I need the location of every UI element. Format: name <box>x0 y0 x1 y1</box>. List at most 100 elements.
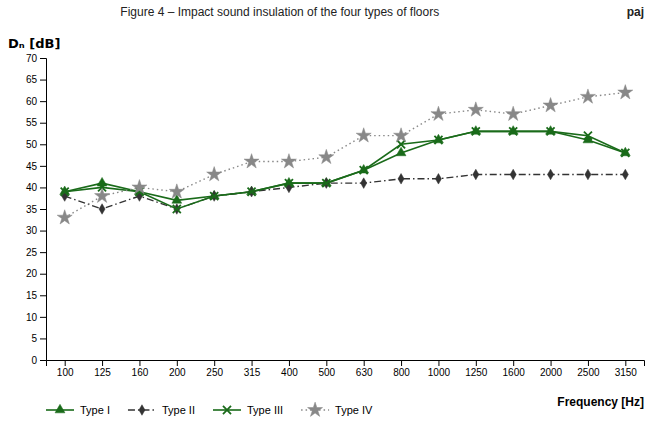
point-marker <box>248 188 256 196</box>
x-tick-mark <box>326 360 327 366</box>
point-marker <box>285 179 293 187</box>
x-tick: 500 <box>318 360 335 378</box>
point-marker <box>132 180 147 194</box>
y-tick: 35 <box>26 204 46 215</box>
y-tick: 65 <box>26 74 46 85</box>
y-tick: 55 <box>26 117 46 128</box>
x-tick-label: 315 <box>244 367 261 378</box>
title: Figure 4 – Impact sound insulation of th… <box>120 5 439 19</box>
x-tick-label: 250 <box>206 367 223 378</box>
x-tick: 1000 <box>428 360 451 378</box>
y-tick-mark <box>40 231 46 232</box>
y-tick-label: 55 <box>26 117 38 128</box>
point-marker <box>360 166 368 174</box>
x-tick-mark <box>551 360 552 366</box>
x-tick-mark <box>438 360 439 366</box>
x-tick-mark <box>177 360 178 366</box>
y-tick-mark <box>40 166 46 167</box>
y-tick: 50 <box>26 139 46 150</box>
y-axis-label: Dₙ [dB] <box>8 36 60 51</box>
y-tick-mark <box>40 317 46 318</box>
point-marker <box>472 127 480 135</box>
series-line <box>65 131 626 209</box>
x-tick-mark <box>289 360 290 366</box>
y-tick: 60 <box>26 96 46 107</box>
y-tick-mark <box>40 101 46 102</box>
series <box>61 127 630 213</box>
x-tick-mark <box>364 360 365 366</box>
x-tick: 250 <box>206 360 223 378</box>
y-tick: 25 <box>26 247 46 258</box>
y-tick-label: 10 <box>26 312 38 323</box>
x-tick-mark <box>401 360 402 366</box>
x-tick-label: 1250 <box>465 367 488 378</box>
x-tick: 2000 <box>540 360 563 378</box>
point-marker <box>210 192 218 200</box>
x-tick: 1600 <box>503 360 526 378</box>
background <box>0 0 666 438</box>
series <box>57 85 633 224</box>
plot-area: 0510152025303540455055606570100125160200… <box>26 53 645 378</box>
y-tick-label: 15 <box>26 290 38 301</box>
point-marker <box>473 169 479 180</box>
y-tick-label: 0 <box>31 355 37 366</box>
series-line <box>65 131 626 200</box>
y-tick: 40 <box>26 182 46 193</box>
x-axis-line <box>47 361 645 367</box>
y-tick: 5 <box>31 333 46 344</box>
legend-label: Type II <box>162 404 195 416</box>
legend-label: Type I <box>80 404 110 416</box>
y-tick-mark <box>40 274 46 275</box>
legend: Type IType IIType IIIType IV <box>46 402 373 416</box>
x-tick-label: 500 <box>318 367 335 378</box>
y-tick-label: 50 <box>26 139 38 150</box>
point-marker <box>173 205 181 213</box>
point-marker <box>468 102 483 116</box>
y-tick-mark <box>40 360 46 361</box>
y-tick-mark <box>40 123 46 124</box>
x-tick-mark <box>65 360 66 366</box>
y-tick-mark <box>40 252 46 253</box>
y-tick-label: 70 <box>26 53 38 64</box>
point-marker <box>99 204 105 215</box>
point-marker <box>431 106 446 120</box>
y-tick-label: 45 <box>26 161 38 172</box>
x-tick: 3150 <box>615 360 638 378</box>
x-tick-mark <box>513 360 514 366</box>
y-tick: 30 <box>26 225 46 236</box>
y-tick: 70 <box>26 53 46 64</box>
x-tick: 2500 <box>577 360 600 378</box>
point-marker <box>207 167 222 181</box>
point-marker <box>95 188 110 202</box>
point-marker <box>169 184 184 198</box>
point-marker <box>356 128 371 142</box>
legend-item: Type III <box>213 404 283 416</box>
x-tick: 800 <box>393 360 410 378</box>
point-marker <box>618 85 633 99</box>
x-tick-label: 2500 <box>577 367 600 378</box>
y-tick: 45 <box>26 161 46 172</box>
point-marker <box>435 174 441 185</box>
x-tick-mark <box>102 360 103 366</box>
x-axis-label: Frequency [Hz] <box>557 395 644 409</box>
y-tick-label: 35 <box>26 204 38 215</box>
y-tick-mark <box>40 187 46 188</box>
point-marker <box>580 89 595 103</box>
x-tick-label: 630 <box>356 367 373 378</box>
point-marker <box>398 174 404 185</box>
y-tick-label: 5 <box>31 333 37 344</box>
legend-marker <box>308 402 323 416</box>
x-tick: 125 <box>94 360 111 378</box>
point-marker <box>434 136 442 144</box>
legend-marker <box>55 404 65 413</box>
point-marker <box>322 179 330 187</box>
chart-svg: Figure 4 – Impact sound insulation of th… <box>0 0 666 438</box>
point-marker <box>584 132 592 140</box>
x-tick-mark <box>476 360 477 366</box>
x-tick-label: 1000 <box>428 367 451 378</box>
y-tick-label: 25 <box>26 247 38 258</box>
chart-container: Figure 4 – Impact sound insulation of th… <box>0 0 666 438</box>
x-tick-mark <box>139 360 140 366</box>
x-tick: 400 <box>281 360 298 378</box>
point-marker <box>509 127 517 135</box>
